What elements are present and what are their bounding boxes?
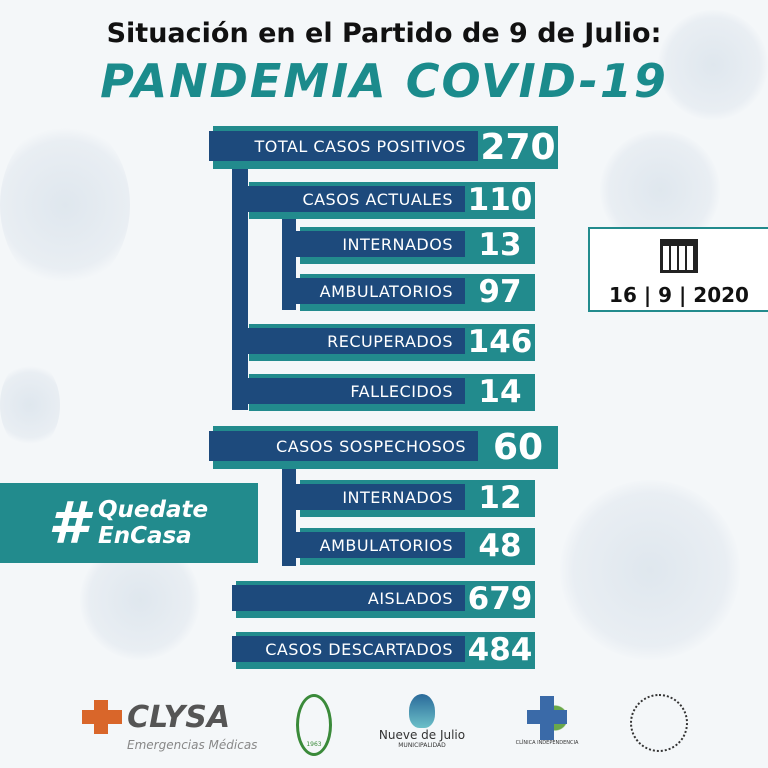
- date-box: 16 | 9 | 2020: [588, 227, 768, 312]
- cross-icon: [82, 700, 122, 734]
- connector-line: [282, 212, 296, 310]
- stat-label: CASOS SOSPECHOSOS: [209, 431, 478, 461]
- stat-value: 110: [467, 182, 533, 218]
- stat-label: CASOS DESCARTADOS: [232, 636, 465, 662]
- stat-value: 60: [492, 426, 544, 468]
- calendar-icon: [660, 239, 698, 273]
- stat-label: INTERNADOS: [296, 484, 465, 510]
- stat-label: FALLECIDOS: [245, 378, 465, 404]
- stat-label: RECUPERADOS: [245, 328, 465, 354]
- stat-value: 146: [467, 324, 533, 360]
- clinica-logo: CLÍNICA INDEPENDENCIA: [512, 696, 582, 746]
- page-subtitle: Situación en el Partido de 9 de Julio:: [106, 18, 662, 49]
- stat-label: CASOS ACTUALES: [245, 186, 465, 212]
- stat-label: INTERNADOS: [296, 231, 465, 257]
- stat-value: 13: [478, 227, 522, 263]
- virus-decoration: [560, 480, 740, 660]
- stat-value: 97: [478, 274, 522, 310]
- circular-cross-logo: [630, 694, 688, 752]
- date-text: 16 | 9 | 2020: [609, 283, 749, 307]
- stat-label: AMBULATORIOS: [296, 278, 465, 304]
- stat-value: 12: [478, 480, 522, 516]
- virus-decoration: [0, 360, 60, 450]
- hashtag-banner: # Quedate EnCasa: [0, 483, 258, 563]
- stat-value: 484: [467, 632, 533, 668]
- stat-label: AMBULATORIOS: [296, 532, 465, 558]
- connector-line: [282, 460, 296, 566]
- circulo-medico-logo: 1963: [296, 694, 332, 756]
- stat-label: AISLADOS: [232, 585, 465, 611]
- stat-value: 48: [478, 528, 522, 564]
- virus-decoration: [658, 10, 768, 120]
- stat-value: 679: [467, 581, 533, 617]
- hashtag-line1: Quedate: [98, 497, 209, 523]
- stat-value: 14: [478, 374, 522, 410]
- hashtag-line2: EnCasa: [98, 523, 192, 549]
- virus-decoration: [0, 120, 130, 290]
- stat-label: TOTAL CASOS POSITIVOS: [209, 131, 478, 161]
- stat-value: 270: [480, 126, 556, 168]
- clysa-logo: CLYSA Emergencias Médicas: [82, 700, 257, 752]
- sponsor-logos: CLYSA Emergencias Médicas 1963 Nueve de …: [0, 690, 768, 768]
- connector-line: [232, 158, 248, 410]
- municipalidad-logo: Nueve de Julio MUNICIPALIDAD: [372, 694, 472, 749]
- hash-symbol: #: [48, 489, 89, 557]
- page-title: PANDEMIA COVID-19: [100, 54, 668, 108]
